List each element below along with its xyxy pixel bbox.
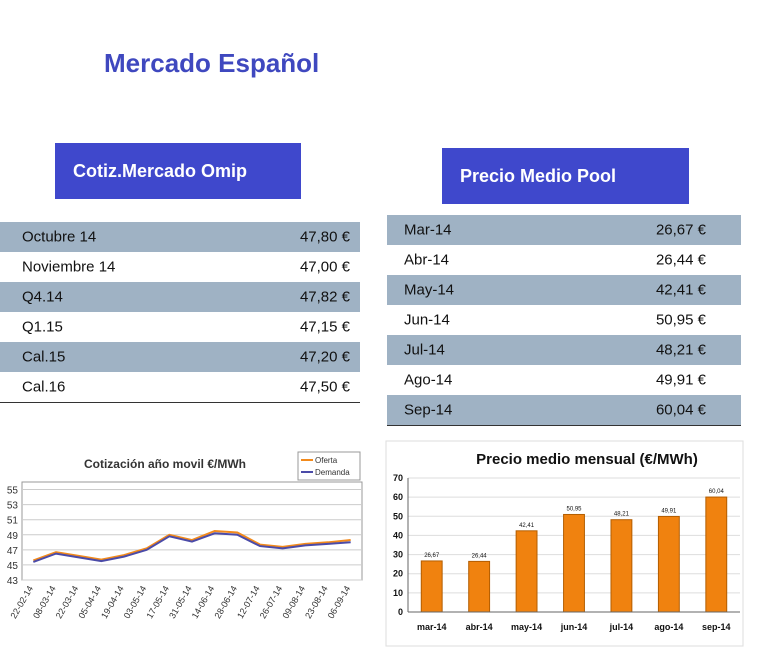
y-tick-label: 47: [7, 546, 19, 557]
y-tick-label: 0: [398, 607, 403, 617]
row-value: 42,41 €: [655, 281, 706, 299]
row-label: May-14: [404, 281, 455, 299]
y-tick-label: 53: [7, 501, 19, 512]
row-value: 60,04 €: [655, 401, 706, 419]
legend-label: Oferta: [315, 456, 338, 465]
y-tick-label: 49: [7, 531, 19, 542]
x-tick-label: sep-14: [702, 622, 731, 632]
bar: [705, 496, 728, 613]
series-line: [32, 532, 351, 563]
row-label: Cal.15: [22, 348, 66, 366]
table-row: Jul-14 48,21 €: [387, 335, 741, 365]
row-label: Jul-14: [404, 341, 445, 359]
row-label: Octubre 14: [22, 228, 97, 246]
table-row: Ago-14 49,91 €: [387, 365, 741, 395]
y-tick-label: 40: [393, 530, 403, 540]
table-row: May-14 42,41 €: [387, 275, 741, 305]
legend-label: Demanda: [315, 468, 350, 477]
line-chart: Cotización año movil €/MWh 43 45 47 49 51 53 55…: [7, 451, 363, 620]
row-value: 26,67 €: [655, 221, 706, 239]
x-tick-label: jul-14: [609, 622, 634, 632]
series-line: [32, 529, 351, 562]
bar: [563, 513, 585, 613]
row-value: 47,82 €: [299, 288, 350, 306]
table-row: Noviembre 14 47,00 €: [0, 252, 360, 282]
row-value: 26,44 €: [655, 251, 706, 269]
table-row: Q1.15 47,15 €: [0, 312, 360, 342]
row-value: 47,00 €: [299, 258, 350, 276]
table-row: Abr-14 26,44 €: [387, 245, 741, 275]
bar: [515, 530, 538, 613]
x-tick-label: ago-14: [654, 622, 683, 632]
table-heading: Precio Medio Pool: [442, 148, 689, 204]
table-row: Cal.15 47,20 €: [0, 342, 360, 372]
row-label: Q1.15: [22, 318, 63, 336]
row-value: 49,91 €: [655, 371, 706, 389]
x-tick-label: abr-14: [466, 622, 493, 632]
chart-title: Precio medio mensual (€/MWh): [476, 451, 698, 468]
bar: [610, 519, 633, 613]
y-tick-label: 45: [7, 561, 19, 572]
y-tick-label: 55: [7, 486, 19, 497]
y-tick-label: 70: [393, 473, 403, 483]
table: Mar-14 26,67 € Abr-14 26,44 € May-14 42,41 € J…: [387, 215, 741, 426]
row-value: 47,15 €: [299, 318, 350, 336]
row-value: 47,20 €: [299, 348, 350, 366]
chart-frame: [385, 440, 744, 647]
y-tick-label: 30: [393, 550, 403, 560]
data-label: 26,44: [472, 553, 488, 559]
row-label: Abr-14: [404, 251, 450, 269]
table-row: Sep-14 60,04 €: [387, 395, 741, 425]
table-heading: Cotiz.Mercado Omip: [55, 143, 301, 199]
bar: [657, 515, 680, 613]
y-tick-label: 43: [7, 576, 19, 587]
legend-box: [297, 451, 361, 481]
x-tick-label: jun-14: [560, 622, 588, 632]
y-tick-label: 60: [393, 492, 403, 502]
row-value: 47,80 €: [299, 228, 350, 246]
bar-chart: Precio medio mensual (€/MWh) 0 10 20 30 40 50 6…: [385, 440, 744, 647]
data-label: 50,95: [566, 506, 582, 512]
row-label: Ago-14: [404, 371, 453, 389]
row-label: Mar-14: [404, 221, 452, 239]
row-label: Cal.16: [22, 378, 66, 396]
x-tick-label: may-14: [511, 622, 542, 632]
x-tick-label: 06-09-14: [326, 584, 353, 620]
row-label: Noviembre 14: [22, 258, 116, 276]
table-row: Q4.14 47,82 €: [0, 282, 360, 312]
bar: [420, 560, 443, 613]
table: Octubre 14 47,80 € Noviembre 14 47,00 € Q4.1…: [0, 222, 360, 403]
row-value: 48,21 €: [655, 341, 706, 359]
y-tick-label: 10: [393, 588, 403, 598]
data-label: 48,21: [614, 512, 630, 518]
page-title: Mercado Español: [104, 48, 320, 78]
data-label: 49,91: [661, 508, 677, 514]
row-value: 47,50 €: [299, 378, 350, 396]
row-label: Jun-14: [404, 311, 450, 329]
data-label: 26,67: [424, 553, 440, 559]
y-tick-label: 50: [393, 511, 403, 521]
y-tick-label: 20: [393, 569, 403, 579]
chart-title: Cotización año movil €/MWh: [84, 457, 246, 471]
table-row: Octubre 14 47,80 €: [0, 222, 360, 252]
table-row: Jun-14 50,95 €: [387, 305, 741, 335]
row-label: Q4.14: [22, 288, 63, 306]
data-label: 60,04: [709, 489, 725, 495]
x-tick-label: mar-14: [417, 622, 447, 632]
data-label: 42,41: [519, 523, 535, 529]
row-value: 50,95 €: [655, 311, 706, 329]
y-tick-label: 51: [7, 516, 19, 527]
bar: [468, 560, 491, 613]
table-row: Mar-14 26,67 €: [387, 215, 741, 245]
table-row: Cal.16 47,50 €: [0, 372, 360, 402]
row-label: Sep-14: [404, 401, 453, 419]
